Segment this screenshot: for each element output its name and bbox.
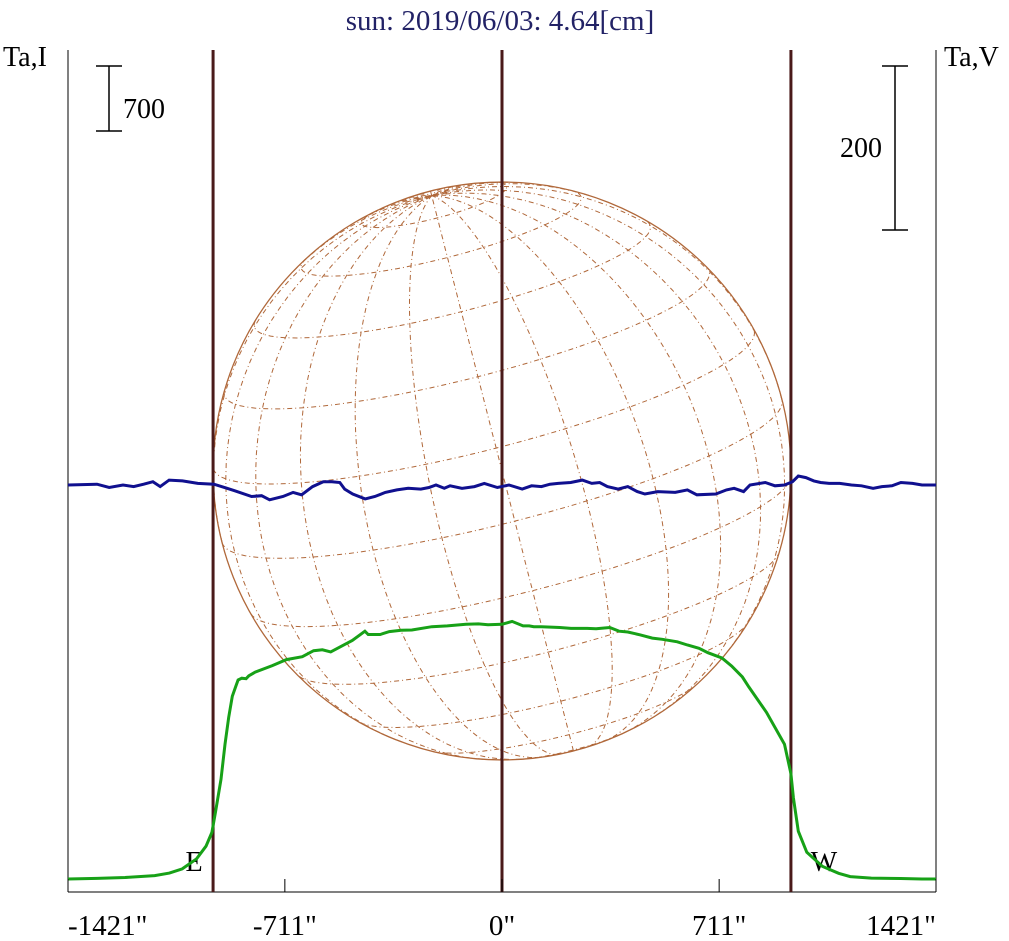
longitude-line	[431, 186, 453, 197]
latitude-line	[360, 181, 508, 229]
series-line-v	[67, 474, 936, 502]
latitude-line	[300, 190, 582, 277]
x-tick-label: 711"	[692, 910, 746, 941]
latitude-line	[212, 330, 756, 485]
x-axis-ticks: -1421" -711" 0" 711" 1421"	[67, 879, 937, 941]
west-limb-label: W	[811, 847, 838, 878]
longitude-line	[431, 194, 722, 734]
intensity-scale-bar-label: 700	[123, 94, 165, 125]
east-limb-label: E	[186, 847, 203, 878]
longitude-line	[357, 195, 432, 221]
polarization-scale-bar: 200	[840, 65, 908, 231]
series-line-i	[67, 619, 936, 881]
intensity-scale-bar: 700	[96, 65, 165, 132]
longitude-line	[431, 181, 509, 197]
longitude-line	[293, 195, 432, 271]
longitude-line	[431, 185, 783, 400]
y-axis-left-label: Ta,I	[3, 42, 47, 73]
longitude-line	[408, 195, 432, 199]
longitude-line	[431, 183, 589, 197]
longitude-line	[431, 189, 786, 662]
latitude-line	[250, 475, 792, 628]
longitude-line	[255, 195, 484, 760]
longitude-line	[299, 195, 522, 761]
longitude-line	[431, 195, 670, 743]
x-tick-label: 1421"	[866, 910, 936, 941]
x-tick-label: -1421"	[68, 910, 148, 941]
chart-title: sun: 2019/06/03: 4.64[cm]	[346, 5, 655, 37]
x-tick-label: 0"	[489, 910, 515, 941]
longitude-line	[419, 193, 432, 197]
longitude-line	[354, 195, 545, 759]
latitude-line	[299, 554, 779, 685]
longitude-line	[225, 195, 432, 743]
polarization-scale-bar-label: 200	[840, 133, 882, 164]
latitude-line	[520, 732, 624, 760]
latitude-line	[359, 623, 748, 729]
longitude-line	[431, 195, 613, 748]
x-tick-label: -711"	[253, 910, 317, 941]
latitude-line	[253, 220, 651, 339]
longitude-line	[409, 195, 559, 755]
longitude-line	[431, 192, 762, 716]
longitude-line	[430, 190, 433, 196]
limb-center-markers: E W	[186, 50, 838, 892]
y-axis-right-label: Ta,V	[944, 42, 999, 73]
longitude-line	[431, 195, 574, 751]
longitude-line	[431, 188, 443, 196]
